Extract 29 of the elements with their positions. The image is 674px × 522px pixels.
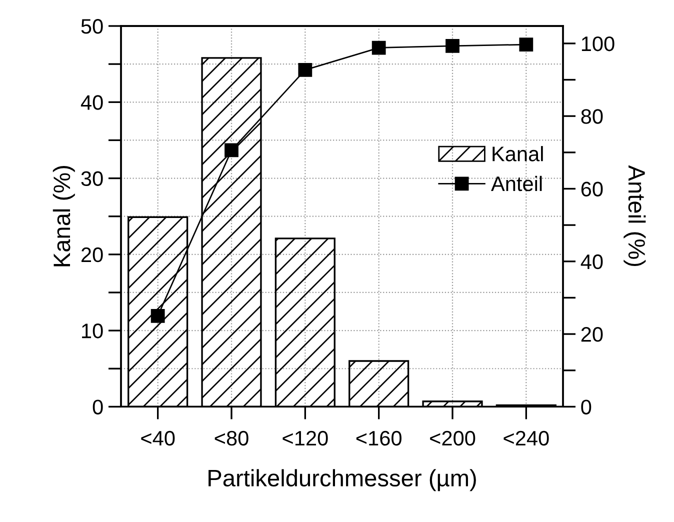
point [150,308,165,323]
y-tick-label: 0 [92,400,103,414]
x-tick-label: <80 [214,430,248,446]
point [224,143,238,158]
y-tick-label: 40 [80,95,103,110]
x-tick-label: <240 [504,430,549,446]
y2-tick-label: 80 [581,109,603,124]
y-tick-label: 20 [82,247,103,262]
y2-tick-label: 60 [581,182,603,196]
y2-tick-label: 40 [580,254,603,270]
point [372,40,386,55]
y2-tick-label: 20 [581,327,603,342]
y-axis-title: Kanal (%) [52,166,75,266]
x-tick-label: <120 [282,430,328,446]
legend-label: Anteil [491,176,542,192]
y2-tick-label: 0 [581,400,592,414]
x-tick-label: <160 [356,430,402,446]
y-tick-label: 10 [82,324,103,338]
legend-label: Kanal [492,146,543,162]
x-axis-title: Partikeldurchmesser (µm) [208,469,476,492]
y2-tick-label: 100 [582,36,614,52]
point [446,39,460,53]
y-tick-label: 30 [81,171,103,186]
y-tick-label: 50 [81,19,103,34]
point [298,63,312,77]
x-tick-label: <40 [141,430,175,446]
x-tick-label: <200 [430,430,476,446]
y2-axis-title: Anteil (%) [624,165,646,266]
point [519,38,534,52]
